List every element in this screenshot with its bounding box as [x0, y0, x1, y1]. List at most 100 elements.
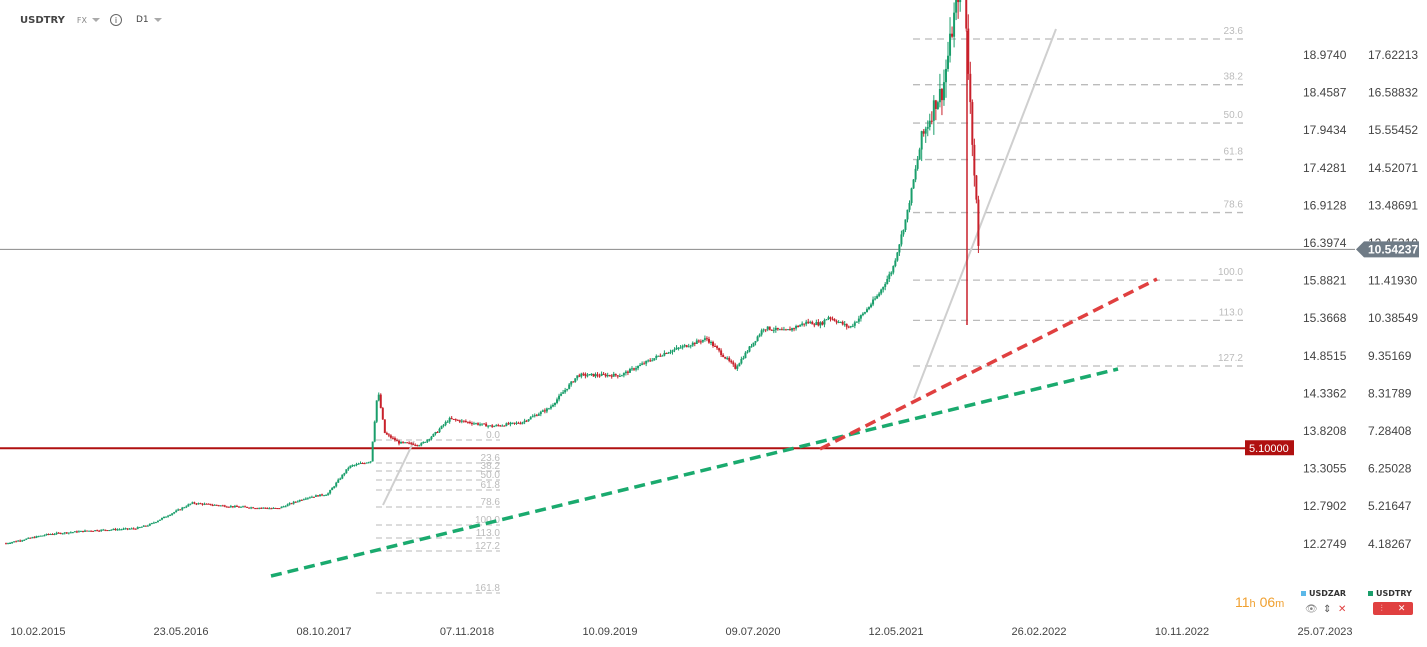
candle-body [628, 369, 631, 373]
y-tick-label-right: 10.38549 [1368, 311, 1418, 325]
chevron-down-icon[interactable] [153, 18, 162, 22]
candle-body [661, 355, 664, 357]
candle-body [537, 414, 540, 416]
candle-body [363, 463, 366, 465]
candle-body [853, 322, 856, 326]
candle-body [319, 494, 322, 497]
candle-body [298, 499, 301, 502]
candle-body [195, 503, 198, 505]
candle-body [21, 540, 24, 542]
candle-body [902, 229, 905, 235]
candle-body [436, 432, 439, 434]
fib-level-label: 127.2 [1218, 353, 1243, 364]
candle-body [434, 432, 437, 434]
candle-body [294, 501, 297, 503]
legend-item-usdzar[interactable]: USDZAR [1301, 589, 1346, 598]
candle-body [527, 419, 530, 421]
y-tick-label-right: 9.35169 [1368, 349, 1412, 363]
y-tick-label-left: 18.9740 [1303, 48, 1347, 62]
candle-body [94, 530, 97, 532]
candle-body [564, 390, 567, 393]
candle-body [357, 463, 360, 465]
candle-body [730, 360, 733, 363]
candle-body [65, 532, 68, 534]
eye-icon[interactable]: 👁 [1305, 604, 1318, 615]
candle-body [61, 533, 64, 535]
candle-body [446, 421, 449, 423]
candle-body [491, 425, 494, 427]
candle-body [647, 360, 650, 362]
candle-body [695, 340, 698, 344]
candle-body [422, 441, 425, 444]
candle-body [250, 507, 253, 509]
candle-body [894, 260, 897, 267]
candle-body [562, 392, 565, 394]
y-tick-label-right: 11.41930 [1368, 274, 1417, 288]
candle-body [276, 508, 279, 510]
candle-body [25, 538, 28, 540]
candle-body [823, 320, 826, 325]
candle-body [154, 522, 157, 524]
chevron-down-icon[interactable] [91, 18, 100, 22]
close-icon[interactable]: ✕ [1397, 603, 1406, 613]
x-tick-label: 07.11.2018 [440, 626, 494, 638]
candle-body [383, 419, 386, 433]
candle-body [793, 328, 796, 330]
candle-body [849, 326, 852, 328]
info-icon[interactable]: i [109, 14, 122, 26]
candle-body [872, 299, 875, 305]
fib-level-label: 38.2 [1224, 72, 1244, 83]
candle-body [219, 505, 222, 507]
candle-body [554, 402, 557, 405]
candle-body [705, 338, 708, 340]
symbol-label[interactable]: USDTRY [20, 14, 65, 26]
candle-body [286, 504, 289, 507]
candle-body [458, 420, 461, 422]
close-icon[interactable]: ✕ [1338, 604, 1347, 615]
candle-body [400, 441, 403, 444]
candle-body [829, 317, 832, 319]
timeframe-label[interactable]: D1 [135, 15, 149, 25]
candle-body [308, 497, 311, 499]
candle-body [138, 527, 141, 529]
candle-body [683, 345, 686, 347]
candle-body [669, 352, 672, 354]
candle-body [98, 530, 101, 532]
candle-body [622, 373, 625, 376]
candle-body [549, 406, 552, 409]
candle-body [701, 339, 704, 342]
candle-body [414, 444, 417, 446]
candle-body [936, 102, 939, 109]
candle-body [784, 329, 787, 331]
y-tick-label-right: 16.58832 [1368, 86, 1418, 100]
candle-body [169, 514, 172, 516]
fib-levels: 0.023.638.250.061.878.6100.0113.0127.20.… [376, 26, 1244, 594]
y-tick-label-right: 15.55452 [1368, 123, 1418, 137]
candle-body [288, 503, 291, 505]
candle-body [284, 506, 287, 508]
candle-body [596, 374, 599, 376]
candle-body [699, 341, 702, 343]
candle-body [79, 530, 82, 532]
legend-label: USDZAR [1309, 589, 1347, 598]
candle-body [290, 503, 293, 505]
candle-body [940, 88, 943, 101]
candle-body [165, 516, 168, 518]
candle-body [529, 417, 532, 420]
candle-body [163, 516, 166, 518]
reorder-icon[interactable]: ⇕ [1323, 604, 1332, 615]
candle-body [558, 395, 561, 400]
candle-body [586, 375, 589, 377]
candle-body [402, 441, 405, 443]
candle-body [722, 354, 725, 357]
candle-body [847, 326, 850, 328]
series-settings-button[interactable]: ⫶ ✕ [1373, 602, 1413, 615]
x-axis: 10.02.2015 23.05.2016 08.10.2017 07.11.2018… [10, 626, 1352, 638]
candle-body [827, 317, 830, 320]
candle-body [673, 349, 676, 351]
candle-body [329, 490, 332, 494]
legend-item-usdtry[interactable]: USDTRY [1368, 589, 1412, 598]
y-tick-label-right: 6.25028 [1368, 462, 1412, 476]
candle-body [327, 493, 330, 495]
